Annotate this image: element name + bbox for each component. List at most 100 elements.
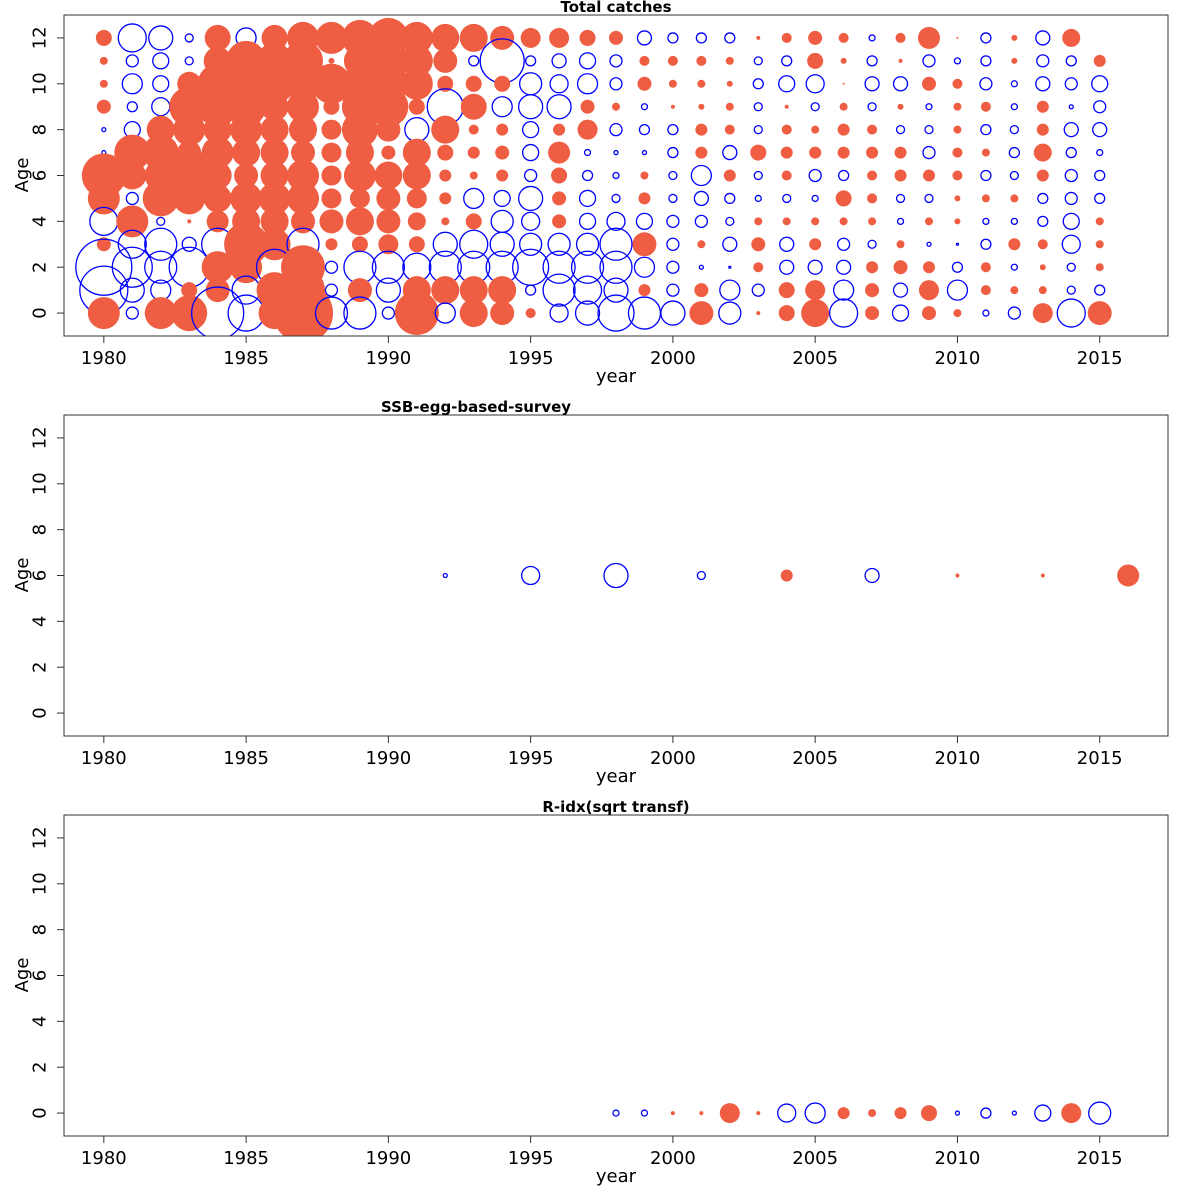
x-tick-label: 1985 <box>223 1148 269 1169</box>
bubble <box>1010 194 1019 203</box>
bubble <box>722 144 738 161</box>
bubble <box>442 572 448 579</box>
bubble <box>891 304 910 322</box>
bubble <box>638 123 651 136</box>
bubble <box>946 279 969 301</box>
bubble <box>431 115 460 144</box>
bubble <box>203 115 232 144</box>
bubble <box>609 30 623 45</box>
bubble <box>459 23 488 52</box>
bubble <box>116 205 149 238</box>
bubble <box>99 79 108 88</box>
bubble <box>918 280 939 301</box>
x-tick-label: 1990 <box>365 1148 411 1169</box>
y-tick-label: 8 <box>30 924 51 935</box>
bubble <box>1036 123 1049 136</box>
bubble <box>599 250 633 284</box>
bubble <box>641 149 648 156</box>
bubble <box>980 285 991 296</box>
bubble <box>627 296 662 330</box>
bubble <box>1092 121 1108 138</box>
bubble <box>494 75 511 92</box>
bubble <box>639 55 650 66</box>
bubble <box>1040 573 1045 578</box>
bubble <box>1008 238 1021 251</box>
bubble <box>468 124 479 135</box>
y-tick-label: 12 <box>30 826 51 849</box>
bubble <box>1095 217 1104 226</box>
bubble <box>723 169 736 182</box>
bubble <box>491 96 513 118</box>
bubble <box>575 232 600 256</box>
bubble <box>311 63 352 104</box>
bubble <box>1093 100 1107 114</box>
bubble <box>95 29 112 46</box>
bubble <box>612 171 620 180</box>
bubble <box>204 24 231 51</box>
bubble <box>553 123 566 136</box>
bubble <box>328 57 335 64</box>
bubble <box>670 1111 675 1116</box>
bubble <box>920 1105 937 1122</box>
y-tick-label: 6 <box>30 170 51 181</box>
bubble <box>839 217 848 226</box>
bubble <box>895 124 906 135</box>
bubble <box>924 124 934 135</box>
bubble <box>867 239 877 249</box>
bubble <box>1063 121 1079 138</box>
bubble <box>201 251 234 284</box>
bubble <box>632 232 657 257</box>
bubble <box>203 184 232 213</box>
bubble <box>780 569 793 582</box>
bubble <box>1036 100 1049 113</box>
bubble <box>892 282 909 298</box>
bubble <box>782 217 791 226</box>
bubble <box>525 308 536 319</box>
bubble <box>921 306 936 321</box>
bubble <box>1010 263 1019 271</box>
bubble <box>666 283 680 297</box>
bubble <box>603 562 629 589</box>
bubble <box>837 169 850 182</box>
bubble <box>1095 240 1104 249</box>
bubble <box>1010 103 1019 111</box>
plot-area <box>442 562 1140 589</box>
bubble <box>897 103 904 110</box>
bubble <box>465 75 482 92</box>
bubble <box>667 32 679 44</box>
bubble <box>778 305 795 322</box>
bubble <box>343 159 376 192</box>
bubble <box>954 1110 961 1116</box>
bubble <box>1094 169 1106 182</box>
bubble <box>832 279 855 301</box>
y-tick-label: 0 <box>30 307 51 318</box>
bubble <box>490 301 515 326</box>
bubble <box>1095 263 1104 272</box>
bubble <box>321 119 342 140</box>
bubble <box>459 299 488 328</box>
x-tick-label: 1995 <box>508 748 554 769</box>
bubble <box>866 146 879 159</box>
bubble <box>804 1102 826 1124</box>
bubble <box>698 264 705 270</box>
bubble <box>695 146 708 159</box>
bubble <box>341 111 378 148</box>
bubble <box>1010 80 1019 88</box>
bubble <box>287 90 320 123</box>
bubble <box>982 217 990 226</box>
bubble <box>1064 77 1078 91</box>
bubble <box>151 97 171 117</box>
y-tick-label: 4 <box>30 216 51 227</box>
bubble <box>1010 286 1019 295</box>
y-tick-label: 8 <box>30 124 51 135</box>
bubble <box>496 169 509 182</box>
bubble <box>781 170 792 181</box>
bubble <box>838 32 849 43</box>
bubble <box>867 170 878 181</box>
bubble <box>400 21 433 54</box>
bubble <box>724 32 736 44</box>
x-tick-label: 2000 <box>650 1148 696 1169</box>
bubble <box>347 278 372 303</box>
bubble <box>980 238 992 250</box>
bubble <box>493 189 511 208</box>
